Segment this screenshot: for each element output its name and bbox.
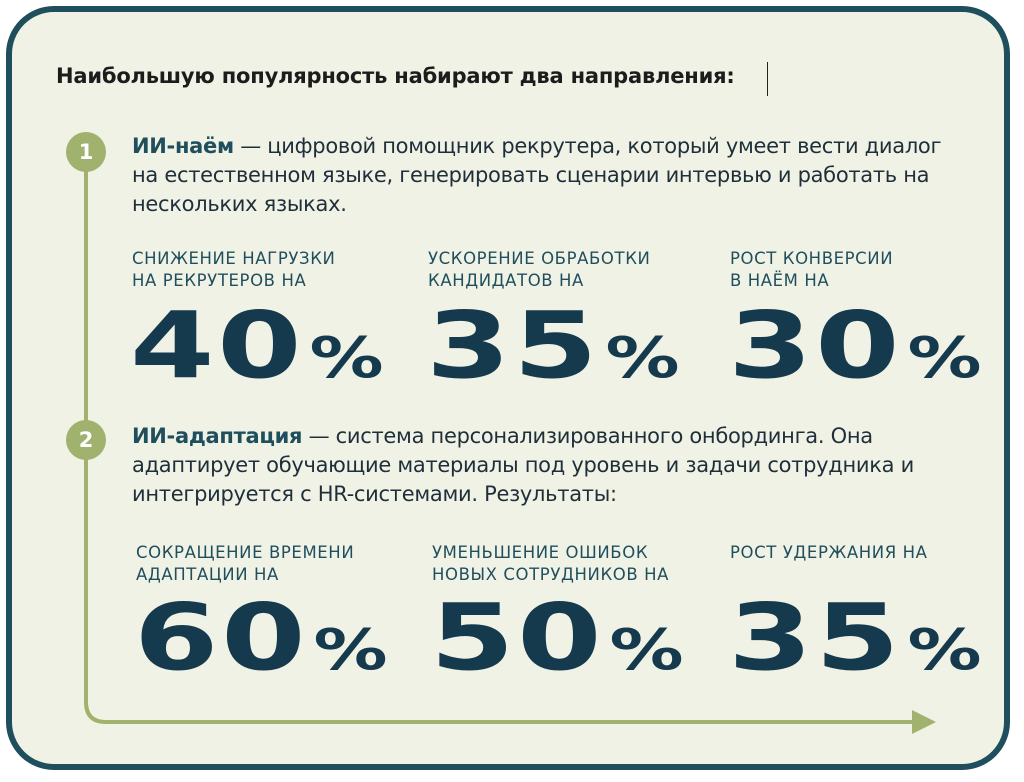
section-2-description: ИИ-адаптация — система персонализированн…: [132, 422, 922, 509]
step-badge-1: 1: [66, 132, 106, 172]
stat-label: СНИЖЕНИЕ НАГРУЗКИ НА РЕКРУТЕРОВ НА: [132, 249, 336, 290]
section-1-description: ИИ-наём — цифровой помощник рекрутера, к…: [132, 132, 952, 219]
stat-label: РОСТ КОНВЕРСИИ В НАЁМ НА: [730, 249, 894, 290]
section-2-text: — система персонализированного онбординг…: [132, 424, 914, 506]
stat-value: 30%: [728, 292, 982, 399]
infographic-card: Наибольшую популярность набирают два нап…: [6, 6, 1010, 770]
stat-value: 35%: [728, 584, 982, 691]
timeline-arrow: [84, 160, 936, 734]
page-title: Наибольшую популярность набирают два нап…: [56, 64, 735, 88]
stat-value: 50%: [430, 584, 684, 691]
arrow-head-icon: [912, 710, 936, 734]
section-2-title: ИИ-адаптация: [132, 424, 303, 448]
section-1-text: — цифровой помощник рекрутера, который у…: [132, 134, 942, 216]
stat-label: УСКОРЕНИЕ ОБРАБОТКИ КАНДИДАТОВ НА: [428, 249, 651, 290]
stat-value: 35%: [426, 292, 680, 399]
stat-value: 60%: [134, 584, 388, 691]
stat-value: 40%: [130, 292, 384, 399]
step-badge-2: 2: [66, 420, 106, 460]
stat-label: СОКРАЩЕНИЕ ВРЕМЕНИ АДАПТАЦИИ НА: [136, 543, 355, 584]
section-1-title: ИИ-наём: [132, 134, 234, 158]
stat-label: РОСТ УДЕРЖАНИЯ НА: [730, 543, 928, 562]
stat-label: УМЕНЬШЕНИЕ ОШИБОК НОВЫХ СОТРУДНИКОВ НА: [432, 543, 670, 584]
text-cursor: [767, 62, 768, 96]
